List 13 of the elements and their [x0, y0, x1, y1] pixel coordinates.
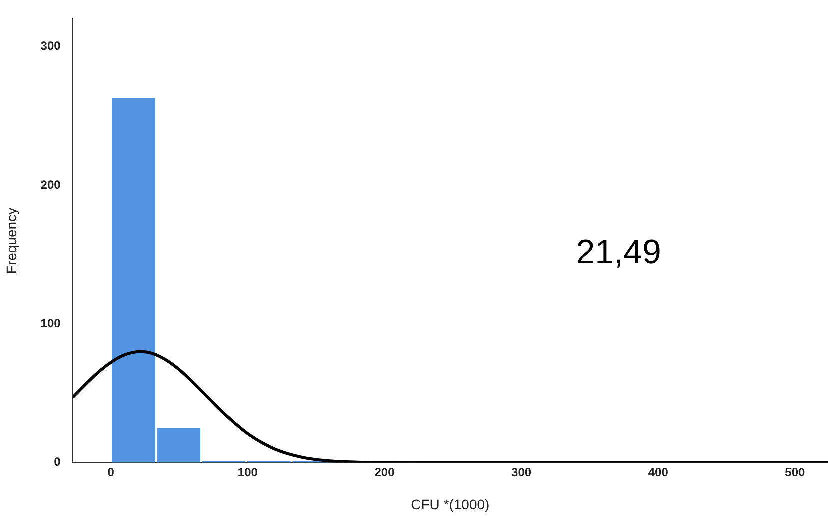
y-tick-label: 300 [40, 39, 62, 54]
y-axis-title: Frequency [3, 208, 20, 274]
y-tick-label: 0 [54, 455, 62, 470]
y-tick-label: 200 [40, 178, 62, 192]
y-tick-label: 100 [40, 316, 62, 330]
x-tick-label: 100 [238, 465, 258, 480]
x-tick-label: 0 [108, 465, 115, 480]
x-tick-label: 300 [512, 465, 532, 480]
x-tick-label: 500 [785, 465, 806, 480]
x-tick-label: 400 [648, 465, 669, 480]
x-tick-label: 200 [374, 465, 396, 480]
annotation: 21,49 [576, 234, 662, 272]
x-axis-title: CFU *(1000) [411, 496, 490, 512]
